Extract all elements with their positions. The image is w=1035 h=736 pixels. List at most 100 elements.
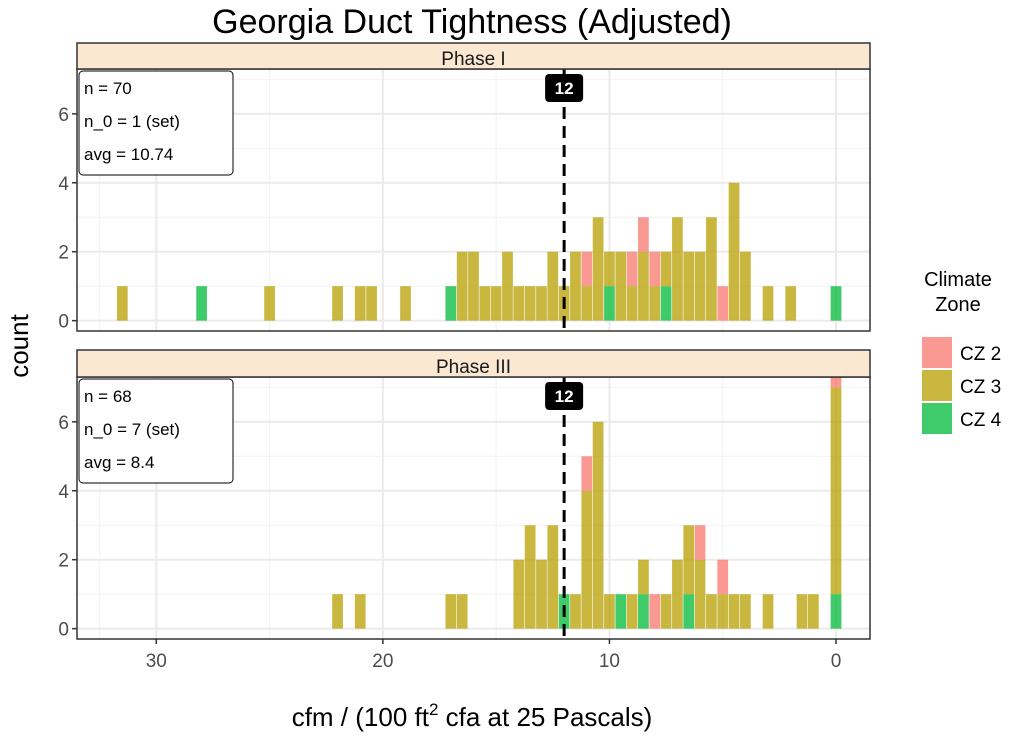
bar-cz3 (456, 251, 468, 321)
stats-annotation: n = 68 n_0 = 7 (set) avg = 8.4 (78, 378, 234, 484)
y-tick-label: 4 (58, 482, 69, 503)
x-tick-label: 0 (831, 651, 842, 672)
y-tick-label: 0 (58, 620, 69, 641)
bar-cz3 (490, 286, 502, 321)
legend-swatch (922, 403, 952, 434)
bar-cz3 (513, 286, 525, 321)
bar-cz3 (740, 251, 751, 321)
bar-cz3 (683, 525, 695, 595)
legend: Climate Zone CZ 2 CZ 3 CZ 4 (922, 269, 1002, 434)
bar-cz3 (592, 217, 604, 321)
bar-cz3 (570, 251, 581, 321)
bar-cz3 (502, 251, 513, 321)
bar-cz3 (785, 286, 797, 321)
y-tick-label: 6 (58, 105, 69, 126)
legend-title: Climate (924, 269, 992, 291)
bar-cz2 (649, 251, 661, 287)
bar-cz3 (694, 559, 706, 629)
bar-cz4 (196, 286, 207, 321)
bar-cz3 (762, 286, 774, 321)
bar-cz3 (694, 251, 706, 321)
bar-cz3 (626, 286, 638, 321)
bar-cz4 (683, 594, 695, 629)
bar-cz2 (717, 559, 729, 595)
bar-cz3 (445, 594, 457, 629)
bar-cz2 (649, 594, 661, 629)
panel-2: 12 n = 68 n_0 = 7 (set) avg = 8.4 Phase III 0… (58, 349, 871, 672)
stats-annotation-line: n = 68 (84, 387, 132, 406)
y-tick-label: 4 (58, 174, 69, 195)
bar-cz3 (581, 490, 593, 629)
reference-label-text: 12 (555, 387, 574, 406)
bar-cz3 (513, 559, 525, 629)
stats-annotation-line: n_0 = 1 (set) (84, 112, 180, 131)
y-axis-title: count (4, 313, 34, 377)
bar-cz3 (672, 217, 683, 321)
bar-cz2 (638, 217, 649, 252)
histogram-bars (116, 182, 842, 321)
bar-cz3 (706, 594, 717, 629)
bar-cz3 (366, 286, 377, 321)
legend-label: CZ 3 (960, 377, 1001, 398)
legend-swatch (922, 337, 952, 368)
bar-cz3 (581, 286, 593, 321)
legend-label: CZ 2 (960, 344, 1001, 365)
bar-cz3 (660, 594, 672, 629)
bar-cz2 (626, 251, 638, 287)
strip-background (76, 42, 871, 70)
x-tick-label: 30 (146, 651, 167, 672)
legend-title: Zone (935, 294, 981, 316)
bar-cz3 (683, 251, 695, 321)
bar-cz3 (592, 421, 604, 629)
reference-label: 12 (545, 74, 584, 102)
bar-cz3 (332, 594, 343, 629)
bar-cz3 (524, 525, 536, 629)
bar-cz3 (728, 594, 740, 629)
strip-label: Phase I (441, 49, 505, 70)
bar-cz3 (354, 594, 366, 629)
stats-annotation-box (78, 378, 234, 484)
bar-cz3 (728, 182, 740, 321)
bar-cz3 (796, 594, 808, 629)
bar-cz3 (830, 387, 842, 595)
bar-cz3 (479, 286, 491, 321)
bar-cz3 (604, 594, 615, 629)
stats-annotation: n = 70 n_0 = 1 (set) avg = 10.74 (78, 70, 234, 176)
strip-background (76, 349, 871, 378)
bar-cz3 (547, 525, 559, 629)
bar-cz3 (354, 286, 366, 321)
bar-cz3 (649, 286, 661, 321)
bar-cz3 (706, 217, 717, 321)
bar-cz3 (717, 594, 729, 629)
bar-cz3 (807, 594, 819, 629)
stats-annotation-box (78, 70, 234, 176)
panel-1: 12 n = 70 n_0 = 1 (set) avg = 10.74 Phase I 0… (58, 42, 871, 333)
stats-annotation-line: n = 70 (84, 79, 132, 98)
stats-annotation-line: n_0 = 7 (set) (84, 420, 180, 439)
y-tick-label: 2 (58, 551, 69, 572)
bar-cz2 (717, 286, 729, 321)
stats-annotation-line: avg = 10.74 (84, 145, 173, 164)
legend-swatch (922, 370, 952, 401)
bar-cz3 (638, 251, 649, 321)
bar-cz2 (694, 525, 706, 560)
legend-label: CZ 4 (960, 410, 1002, 431)
chart-title: Georgia Duct Tightness (Adjusted) (212, 3, 732, 41)
reference-label-box (545, 74, 584, 102)
y-tick-label: 2 (58, 243, 69, 264)
bar-cz4 (615, 594, 627, 629)
bar-cz3 (762, 594, 774, 629)
bar-cz4 (604, 286, 615, 321)
stats-annotation-line: avg = 8.4 (84, 453, 154, 472)
bar-cz3 (638, 559, 649, 595)
bar-cz3 (626, 594, 638, 629)
y-tick-label: 6 (58, 413, 69, 434)
bar-cz3 (456, 594, 468, 629)
bar-cz3 (332, 286, 343, 321)
bar-cz3 (524, 286, 536, 321)
bar-cz2 (581, 251, 593, 287)
x-axis-title: cfm / (100 ft2 cfa at 25 Pascals) (292, 700, 653, 732)
bar-cz3 (264, 286, 275, 321)
bar-cz4 (660, 286, 672, 321)
bar-cz3 (660, 251, 672, 287)
